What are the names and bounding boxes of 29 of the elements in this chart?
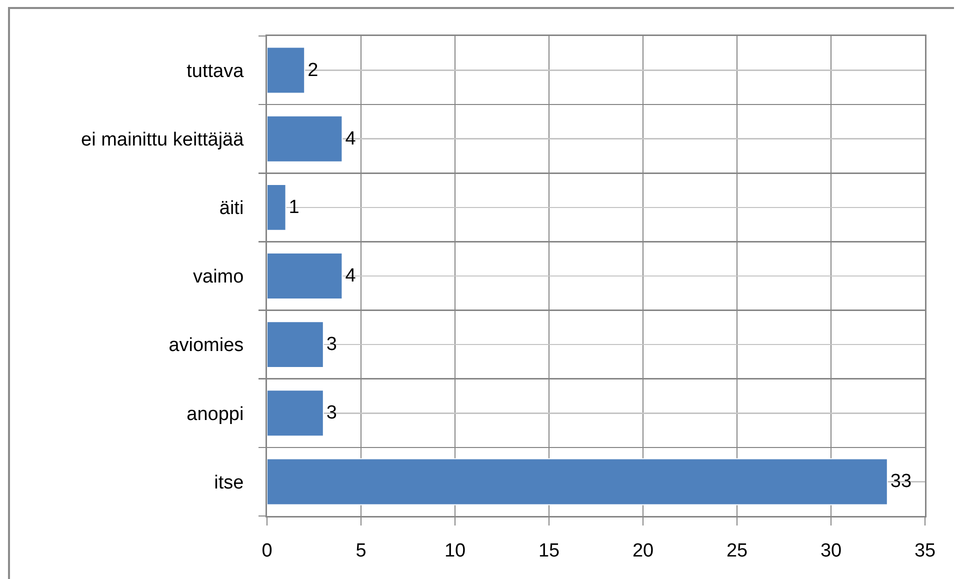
x-tick-label: 20 [632, 540, 654, 562]
y-tick-label: vaimo [193, 266, 244, 288]
x-tick-label: 35 [914, 540, 936, 562]
bar [267, 115, 343, 162]
x-tick-label: 0 [262, 540, 272, 562]
bar [267, 458, 888, 506]
data-label: 4 [345, 266, 356, 286]
data-label: 3 [326, 402, 337, 424]
x-tick-label: 10 [444, 540, 466, 562]
y-tick-label: tuttava [186, 60, 244, 82]
bar [267, 252, 343, 300]
data-label: 4 [345, 128, 356, 150]
bar [267, 390, 324, 437]
y-tick-label: aviomies [168, 335, 244, 356]
data-label: 3 [326, 334, 337, 356]
y-tick-label: anoppi [186, 404, 244, 425]
x-tick-label: 30 [820, 540, 842, 562]
data-label: 1 [288, 196, 300, 218]
bar [267, 321, 324, 368]
x-tick-label: 15 [538, 540, 560, 562]
x-tick-label: 5 [356, 540, 366, 562]
x-tick-label: 25 [726, 540, 748, 562]
data-label: 2 [308, 60, 318, 81]
bar [267, 46, 306, 94]
y-tick-label: itse [214, 472, 244, 494]
bar [267, 184, 286, 231]
y-tick-label: äiti [219, 198, 244, 220]
y-tick-label: ei mainittu keittäjää [81, 130, 244, 151]
data-label: 33 [890, 471, 912, 492]
